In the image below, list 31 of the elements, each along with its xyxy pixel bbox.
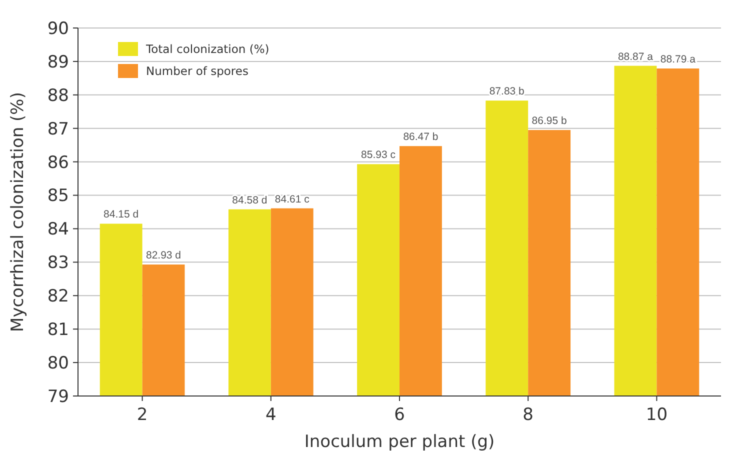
data-label: 88.79 a (660, 53, 696, 66)
y-tick-label: 89 (47, 52, 69, 72)
y-tick-label: 83 (47, 253, 69, 274)
y-tick-label: 80 (47, 353, 69, 374)
x-axis-title: Inoculum per plant (g) (304, 432, 495, 451)
y-tick-label: 81 (47, 320, 69, 340)
data-label: 82.93 d (146, 250, 182, 262)
y-tick-label: 79 (47, 386, 69, 407)
data-label: 88.87 a (618, 50, 654, 63)
legend-label: Number of spores (146, 64, 248, 78)
y-tick-label: 85 (47, 186, 69, 206)
x-tick-label: 10 (646, 405, 668, 425)
data-label: 86.95 b (532, 115, 567, 128)
y-axis-title: Mycorrhizal colonization (%) (8, 92, 28, 332)
data-label: 84.15 d (104, 208, 139, 221)
y-tick-label: 86 (47, 152, 69, 173)
x-tick-label: 8 (522, 405, 534, 425)
data-label: 87.83 b (489, 86, 525, 98)
data-label: 86.47 b (403, 131, 438, 144)
y-tick-label: 88 (47, 86, 69, 106)
data-label: 84.61 c (274, 193, 310, 206)
x-tick-label: 6 (394, 405, 405, 425)
data-label: 85.93 c (361, 149, 396, 162)
x-tick-label: 2 (136, 405, 148, 425)
y-tick-label: 84 (47, 220, 69, 240)
y-tick-label: 87 (47, 119, 69, 140)
legend-label: Total colonization (%) (145, 42, 270, 56)
y-tick-label: 90 (47, 18, 69, 39)
data-label: 84.58 d (232, 194, 268, 206)
y-tick-label: 82 (47, 286, 69, 307)
x-tick-label: 4 (265, 405, 276, 425)
